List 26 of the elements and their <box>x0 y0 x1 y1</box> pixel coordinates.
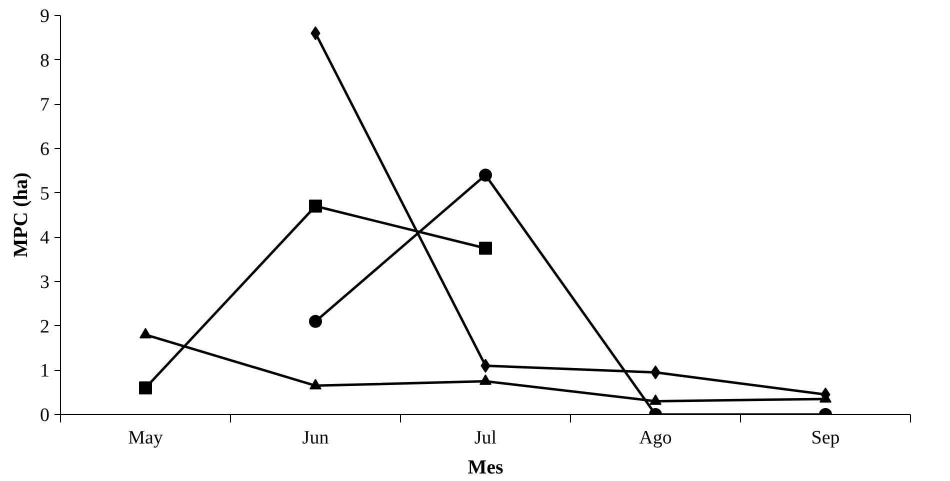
y-tick-label: 2 <box>40 316 50 338</box>
point <box>309 200 322 213</box>
y-tick-label: 1 <box>40 360 50 382</box>
x-tick-label: Ago <box>639 428 672 448</box>
y-axis-title: MPC (ha) <box>10 172 32 258</box>
y-tick-label: 9 <box>40 6 50 27</box>
y-tick-label: 8 <box>40 50 50 72</box>
point <box>479 242 492 255</box>
point <box>140 328 152 338</box>
x-tick-label: Jun <box>302 428 330 448</box>
x-tick-label: May <box>128 428 164 448</box>
x-tick-label: Jul <box>474 428 497 448</box>
point <box>309 314 322 328</box>
y-tick-label: 5 <box>40 183 50 204</box>
y-tick-label: 4 <box>40 228 50 249</box>
x-tick-label: Sep <box>811 428 840 448</box>
point <box>139 381 152 394</box>
x-axis-title: Mes <box>468 456 504 478</box>
y-tick-label: 3 <box>40 272 50 293</box>
y-tick-label: 0 <box>40 405 50 426</box>
point <box>310 378 322 390</box>
y-tick-label: 6 <box>40 139 50 160</box>
point <box>479 168 492 182</box>
y-tick-label: 7 <box>40 94 50 116</box>
point <box>480 374 492 385</box>
point <box>650 394 662 405</box>
